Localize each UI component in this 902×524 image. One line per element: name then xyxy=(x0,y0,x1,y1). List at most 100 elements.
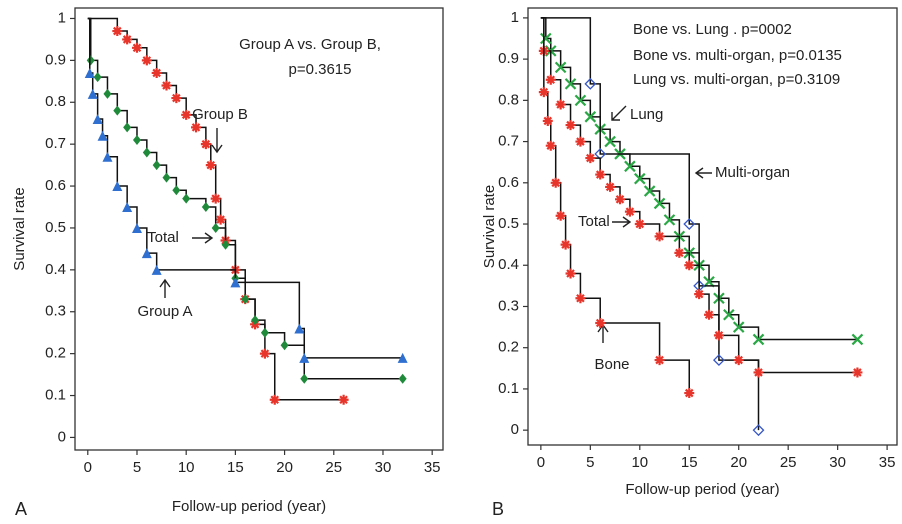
x-tick-label: 30 xyxy=(375,459,392,476)
y-tick-label: 0.2 xyxy=(498,339,519,356)
arrow xyxy=(192,232,214,244)
marker xyxy=(674,247,685,258)
y-tick-label: 0.6 xyxy=(45,177,66,194)
marker xyxy=(141,248,152,259)
series-label: Multi-organ xyxy=(715,164,790,181)
series-label: Total xyxy=(147,229,179,246)
marker xyxy=(200,139,211,150)
series-label: Lung xyxy=(630,106,663,123)
annotation: Bone vs. Lung . p=0002 xyxy=(633,21,792,38)
marker xyxy=(294,323,305,334)
y-tick-label: 0.4 xyxy=(45,261,66,278)
survival-curve xyxy=(87,17,403,359)
marker xyxy=(84,67,95,78)
marker xyxy=(624,160,636,173)
marker xyxy=(683,218,696,230)
marker xyxy=(545,74,556,85)
marker xyxy=(397,352,408,363)
marker xyxy=(280,340,289,351)
marker xyxy=(141,55,152,66)
marker xyxy=(151,67,162,78)
arrow xyxy=(612,216,632,228)
y-tick-label: 0.7 xyxy=(498,133,519,150)
arrow xyxy=(211,128,223,154)
marker xyxy=(615,194,626,205)
marker xyxy=(604,135,616,148)
marker xyxy=(575,293,586,304)
marker xyxy=(132,134,141,145)
marker xyxy=(634,172,646,185)
y-axis-label: Survival rate xyxy=(11,187,28,270)
marker xyxy=(215,214,226,225)
marker xyxy=(131,222,142,233)
marker xyxy=(161,80,172,91)
y-tick-label: 0.9 xyxy=(45,51,66,68)
marker xyxy=(564,78,577,90)
marker xyxy=(752,424,765,437)
marker xyxy=(732,321,745,333)
marker xyxy=(540,32,552,45)
marker xyxy=(151,264,162,275)
marker xyxy=(584,111,597,123)
series-label: Group A xyxy=(137,303,192,320)
x-axis-label: Follow-up period (year) xyxy=(625,481,779,498)
marker xyxy=(205,160,216,171)
panel-label: B xyxy=(492,499,504,519)
x-tick-label: 10 xyxy=(631,454,648,471)
marker xyxy=(181,109,192,120)
plot-frame xyxy=(74,7,444,451)
marker xyxy=(554,61,567,74)
x-tick-label: 10 xyxy=(178,459,195,476)
x-tick-label: 20 xyxy=(730,454,747,471)
panel-label: A xyxy=(15,499,27,519)
series-label: Group B xyxy=(192,106,248,123)
marker xyxy=(584,77,597,90)
x-tick-label: 25 xyxy=(780,454,797,471)
marker xyxy=(201,202,210,213)
y-tick-label: 1 xyxy=(511,9,519,26)
y-tick-label: 0.3 xyxy=(45,303,66,320)
marker xyxy=(93,72,102,83)
marker xyxy=(595,169,606,180)
x-tick-label: 25 xyxy=(325,459,342,476)
y-tick-label: 0.9 xyxy=(498,50,519,67)
arrows xyxy=(159,105,712,343)
marker xyxy=(575,136,586,147)
marker xyxy=(634,219,645,230)
marker xyxy=(191,122,202,133)
marker xyxy=(241,294,250,305)
marker xyxy=(269,394,280,405)
marker xyxy=(299,352,310,363)
arrow xyxy=(694,167,712,179)
x-tick-label: 35 xyxy=(879,454,896,471)
marker xyxy=(300,373,309,384)
marker xyxy=(251,315,260,326)
marker xyxy=(113,105,122,116)
marker xyxy=(112,26,123,37)
marker xyxy=(852,367,863,378)
marker xyxy=(704,309,715,320)
series-label: Bone xyxy=(594,356,629,373)
annotation: p=0.3615 xyxy=(289,61,352,78)
marker xyxy=(398,373,407,384)
marker xyxy=(851,333,864,346)
marker xyxy=(221,239,230,250)
marker xyxy=(654,355,665,366)
marker xyxy=(103,88,112,99)
y-tick-label: 0.5 xyxy=(45,219,66,236)
marker xyxy=(210,193,221,204)
marker xyxy=(230,277,241,288)
marker xyxy=(565,268,576,279)
x-tick-label: 0 xyxy=(84,459,92,476)
marker xyxy=(338,394,349,405)
marker xyxy=(595,317,606,328)
y-tick-label: 0.4 xyxy=(498,256,519,273)
marker xyxy=(624,206,635,217)
marker xyxy=(555,210,566,221)
marker xyxy=(142,147,151,158)
marker xyxy=(733,355,744,366)
marker xyxy=(643,185,656,197)
y-tick-label: 0.2 xyxy=(45,345,66,362)
marker xyxy=(694,289,705,300)
